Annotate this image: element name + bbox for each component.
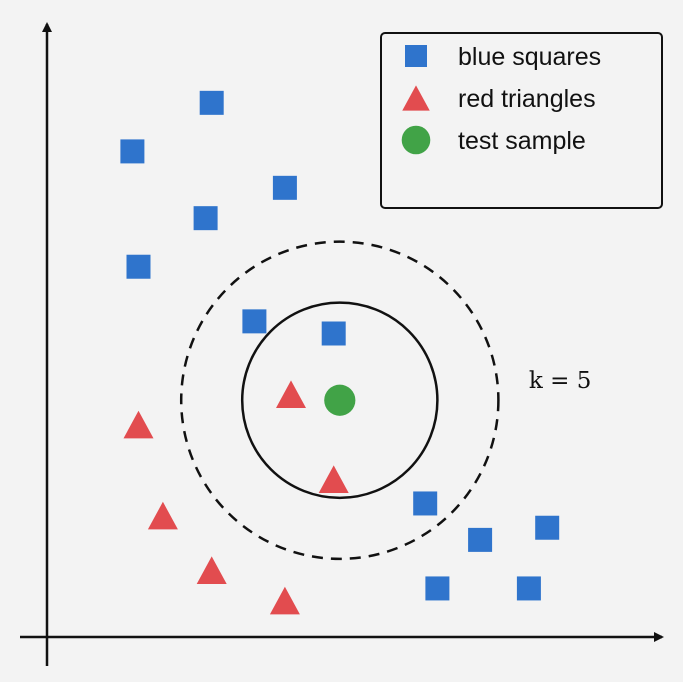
legend-label: test sample [458, 127, 586, 155]
red-triangle-point [196, 556, 227, 585]
k3-solid-circle [240, 301, 439, 500]
legend-box [380, 32, 663, 209]
blue-square-point [425, 576, 450, 601]
blue-square-point [413, 491, 438, 516]
neighbor-circles [179, 240, 500, 561]
legend-square-icon [405, 45, 427, 67]
test-sample-point [324, 384, 356, 416]
legend-label: blue squares [458, 43, 601, 71]
legend-label: red triangles [458, 85, 596, 113]
blue-square-point [468, 527, 493, 552]
red-triangle-point [147, 501, 178, 530]
blue-square-point [120, 139, 145, 164]
legend-triangle-icon [402, 85, 430, 111]
blue-square-point [199, 90, 224, 115]
annotations: k = 5 [529, 368, 591, 394]
blue-square-point [272, 175, 297, 200]
k5-dashed-circle [179, 240, 500, 561]
red-triangle-point [276, 380, 306, 408]
blue-square-point [321, 321, 346, 346]
k-value-label: k = 5 [529, 368, 591, 394]
blue-square-point [535, 515, 560, 540]
red-triangle-point [269, 586, 300, 615]
blue-square-point [516, 576, 541, 601]
legend: blue squares red triangles test sample [380, 32, 663, 209]
red-triangle-point [318, 465, 349, 493]
legend-circle-icon [401, 125, 431, 155]
data-points [120, 90, 560, 615]
axes [20, 22, 664, 666]
blue-square-point [126, 254, 151, 279]
blue-square-point [242, 309, 267, 334]
red-triangle-point [123, 410, 154, 439]
blue-square-point [193, 206, 218, 231]
